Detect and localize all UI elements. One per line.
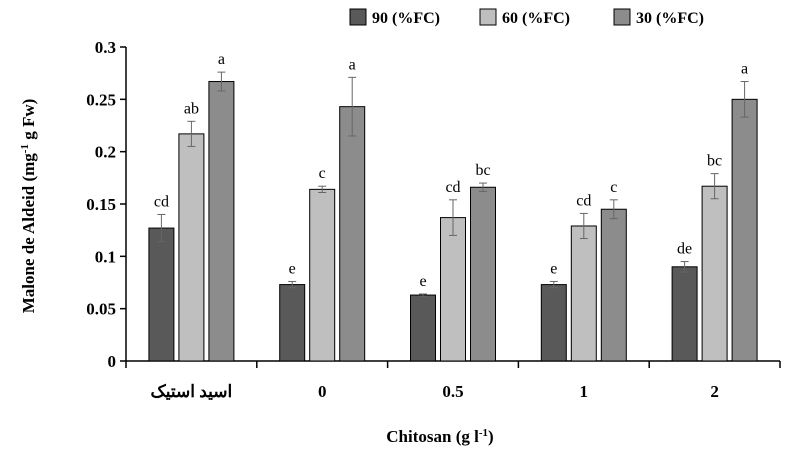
y-tick-label: 0.05 — [86, 300, 116, 319]
bar — [470, 186, 496, 362]
legend-swatch — [349, 8, 367, 26]
significance-letter: bc — [707, 153, 722, 170]
significance-letter: de — [677, 241, 692, 258]
bars — [148, 71, 758, 362]
bar — [148, 227, 175, 362]
x-axis-title-superscript: -1 — [479, 427, 488, 439]
y-tick-label: 0 — [108, 352, 117, 371]
bar — [570, 225, 597, 362]
x-axis-title: Chitosan (g l-1) — [386, 427, 493, 446]
bar — [309, 188, 336, 362]
x-category-label: اسید استیک — [151, 382, 233, 401]
significance-letter: a — [741, 61, 748, 78]
significance-letter: a — [349, 56, 356, 73]
x-category-label: 1 — [580, 382, 589, 401]
significance-letter: ab — [184, 100, 199, 117]
significance-letter: cd — [576, 192, 591, 209]
significance-letter: a — [218, 51, 225, 68]
x-axis: اسید استیک 0 0.5 1 2 — [125, 360, 781, 401]
bar — [178, 133, 205, 362]
bar — [701, 185, 728, 362]
significance-letter: cd — [445, 179, 460, 196]
x-category-label: 2 — [710, 382, 719, 401]
significance-letter: e — [419, 273, 426, 290]
bar — [410, 294, 436, 362]
bar — [671, 266, 698, 362]
significance-letter: c — [610, 179, 617, 196]
y-tick-label: 0.3 — [95, 38, 116, 57]
legend-swatch — [479, 8, 497, 26]
x-category-label: 0.5 — [442, 382, 463, 401]
legend: 90 (%FC) 60 (%FC) 30 (%FC) — [349, 8, 704, 27]
y-tick-label: 0.1 — [95, 247, 116, 266]
legend-label: 30 (%FC) — [636, 10, 704, 27]
bar — [339, 106, 366, 362]
bar — [600, 208, 627, 362]
legend-label: 90 (%FC) — [372, 10, 440, 27]
legend-swatch — [613, 8, 631, 26]
bar — [279, 284, 306, 362]
bar — [731, 98, 758, 362]
y-tick-label: 0.25 — [86, 90, 116, 109]
significance-letter: e — [289, 260, 296, 277]
bar — [208, 81, 235, 362]
y-tick-label: 0.15 — [86, 195, 116, 214]
legend-label: 60 (%FC) — [502, 10, 570, 27]
bar — [540, 284, 567, 362]
y-tick-label: 0.2 — [95, 143, 116, 162]
y-axis: 0 0.05 0.1 0.15 0.2 0.25 0.3 — [86, 38, 127, 371]
y-axis-title-superscript: -1 — [19, 144, 31, 153]
bar — [440, 217, 466, 362]
significance-letter: e — [550, 260, 557, 277]
y-axis-title: Malone de Aldeid (mg-1 g Fw) — [19, 99, 38, 314]
x-category-label: 0 — [318, 382, 327, 401]
significance-letter: cd — [154, 193, 169, 210]
significance-letter: bc — [475, 162, 490, 179]
significance-letter: c — [319, 165, 326, 182]
